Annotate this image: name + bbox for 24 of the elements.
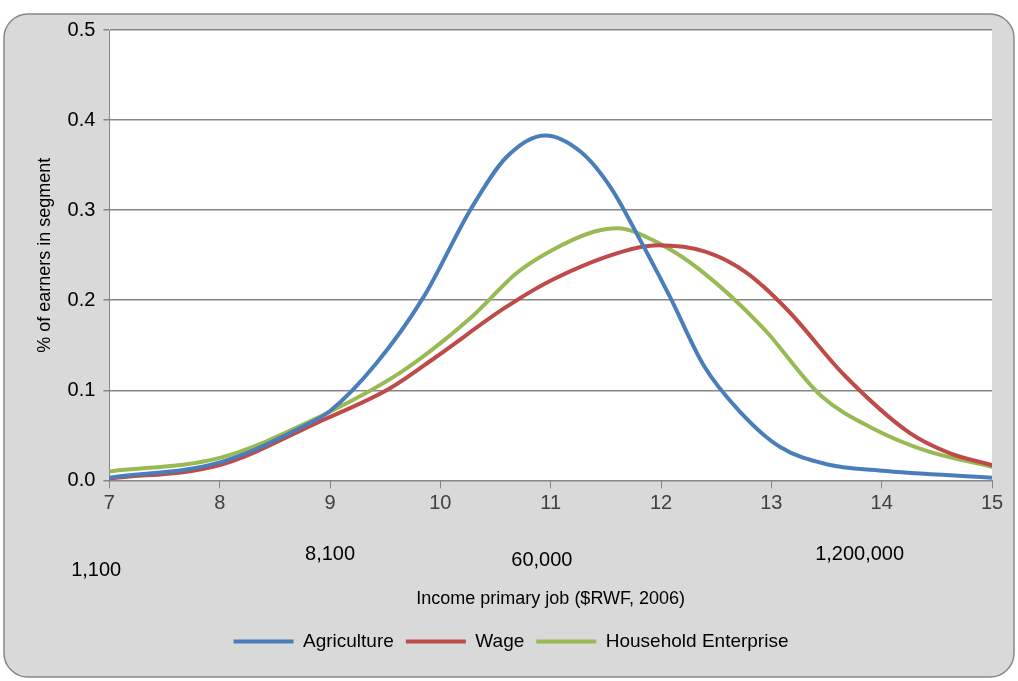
x-tick-label: 10 (429, 490, 452, 513)
text: 1,100 (71, 557, 122, 580)
text: 60,000 (511, 547, 573, 570)
y-tick-label: 0.3 (67, 197, 96, 220)
y-tick-label: 0.1 (67, 377, 96, 400)
x-tick-label: 13 (760, 490, 783, 513)
x-tick-label: 7 (103, 490, 115, 513)
legend-label: Wage (475, 629, 525, 651)
x-tick-label: 8 (214, 490, 226, 513)
x-tick-label: 12 (649, 490, 673, 513)
legend-label: Household Enterprise (605, 629, 789, 651)
x-axis-title: Income primary job ($RWF, 2006) (416, 588, 686, 609)
text: 1,200,000 (815, 541, 905, 564)
text: 8,100 (305, 541, 356, 564)
legend-label: Agriculture (303, 629, 394, 651)
y-tick-label: 0.2 (67, 287, 96, 310)
x-tick-label: 14 (870, 490, 893, 513)
x-tick-label: 15 (980, 490, 1004, 513)
y-tick-label: 0.5 (67, 17, 96, 40)
y-tick-label: 0.0 (67, 467, 96, 490)
x-tick-label: 11 (540, 490, 562, 513)
x-tick-label: 9 (324, 490, 336, 513)
y-axis-title: % of earners in segment (33, 157, 54, 353)
y-tick-label: 0.4 (67, 107, 96, 130)
